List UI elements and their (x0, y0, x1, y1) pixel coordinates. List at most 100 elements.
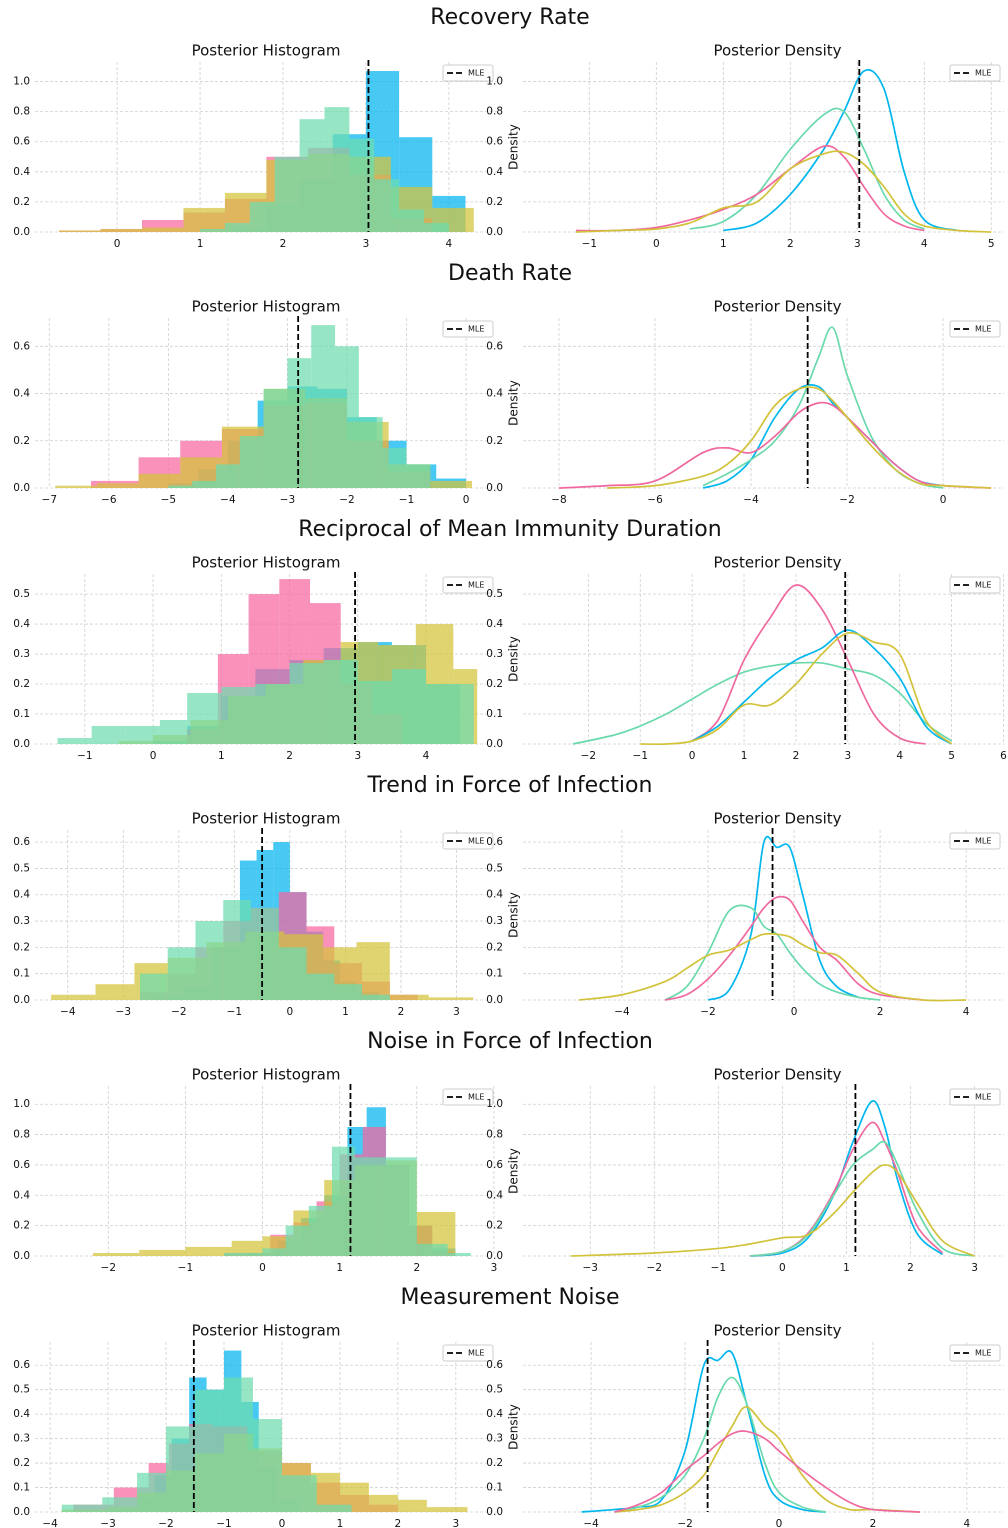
legend-label: MLE (468, 1349, 484, 1358)
legend-label: MLE (468, 837, 484, 846)
x-tick-label: −2 (581, 750, 596, 762)
density-curve (750, 1140, 975, 1257)
legend-label: MLE (468, 581, 484, 590)
x-tick-label: 3 (491, 1262, 498, 1274)
histogram-bar (159, 720, 188, 744)
y-tick-label: 0.3 (13, 648, 30, 660)
x-tick-label: 0 (689, 750, 696, 762)
panel-title: Posterior Histogram (192, 1066, 341, 1084)
x-tick-label: 0 (114, 238, 121, 250)
x-tick-label: −2 (339, 494, 354, 506)
y-tick-label: 0.6 (13, 1159, 30, 1171)
x-tick-label: 2 (877, 1006, 884, 1018)
histogram-bar (185, 1246, 232, 1256)
histogram-bar (397, 1499, 427, 1512)
x-tick-label: 2 (398, 1006, 405, 1018)
x-tick-label: 1 (197, 238, 204, 250)
y-tick-label: 0.6 (486, 836, 503, 848)
legend-box (949, 320, 1001, 338)
panel-title: Posterior Histogram (192, 554, 341, 572)
density-curve (691, 584, 926, 745)
y-tick-label: 0.0 (13, 482, 30, 494)
y-tick-label: 0.5 (486, 1384, 503, 1396)
histogram-bar (428, 997, 474, 1000)
histogram-bar (263, 388, 288, 488)
histogram-bar (183, 207, 225, 232)
legend-box (442, 832, 494, 850)
x-tick-label: 3 (971, 1262, 978, 1274)
density-curve (707, 835, 859, 1001)
density-curve (614, 1376, 827, 1513)
y-tick-label: 0.2 (13, 941, 30, 953)
histogram-bar (221, 687, 256, 744)
histogram-bar (374, 179, 400, 232)
panel: Posterior Density Density −1 0 1 2 3 4 5 0.0 0.2 0.… (486, 42, 1004, 250)
density-curve (575, 150, 992, 233)
histogram-bar (362, 994, 390, 1000)
panel: Posterior Histogram 0 1 2 3 4 0.0 0.2 0.4 0.6 0.8 1… (13, 42, 497, 250)
legend-label: MLE (975, 581, 991, 590)
x-tick-label: 1 (336, 1262, 343, 1274)
legend-label: MLE (468, 325, 484, 334)
x-tick-label: 2 (395, 1518, 402, 1528)
y-axis-label: Density (507, 1148, 521, 1194)
histogram-bar (316, 1504, 352, 1512)
histogram-bar (139, 973, 168, 1000)
histogram-bar (91, 726, 126, 744)
histogram-bar (357, 681, 392, 744)
x-tick-label: 1 (342, 1006, 349, 1018)
y-tick-label: 0.5 (13, 1384, 30, 1396)
histogram-bar (355, 1157, 379, 1256)
y-tick-label: 0.5 (486, 862, 503, 874)
x-tick-label: −5 (161, 494, 176, 506)
histogram-bar (311, 325, 336, 488)
histogram-bar (368, 1494, 398, 1512)
y-tick-label: 0.6 (486, 136, 503, 148)
x-tick-label: −6 (101, 494, 117, 506)
y-tick-label: 0.1 (13, 708, 30, 720)
y-tick-label: 0.4 (486, 388, 503, 400)
legend-box (949, 576, 1001, 594)
x-tick-label: −3 (280, 494, 295, 506)
panel: Posterior Histogram −1 0 1 2 3 4 0.0 0.1 0.2 0.3 0.… (13, 554, 497, 762)
panel-title: Posterior Density (713, 298, 841, 316)
y-tick-label: 0.4 (13, 166, 30, 178)
y-tick-label: 0.0 (13, 1250, 30, 1262)
row-title: Measurement Noise (400, 1285, 619, 1310)
histogram-bar (430, 480, 472, 488)
density-curve (578, 932, 967, 1002)
x-tick-label: −2 (677, 1518, 692, 1528)
y-tick-label: 1.0 (13, 1098, 30, 1110)
density-curve (572, 661, 953, 745)
histogram-bar (141, 227, 184, 232)
histogram-bar (167, 947, 196, 1000)
y-tick-label: 0.1 (13, 1482, 30, 1494)
y-tick-label: 0.2 (13, 1220, 30, 1232)
y-tick-label: 0.4 (486, 889, 503, 901)
y-tick-label: 0.5 (486, 588, 503, 600)
histogram-bar (324, 107, 350, 232)
x-tick-label: −2 (171, 1006, 186, 1018)
y-tick-label: 0.6 (13, 136, 30, 148)
x-tick-label: 4 (423, 750, 430, 762)
x-tick-label: 1 (843, 1262, 850, 1274)
histogram-bar (285, 1225, 309, 1256)
y-tick-label: 0.0 (486, 1250, 503, 1262)
histogram-bar (137, 1472, 167, 1512)
panel-title: Posterior Histogram (192, 298, 341, 316)
histogram-bar (252, 1419, 282, 1512)
y-tick-label: 0.2 (13, 196, 30, 208)
legend-label: MLE (468, 69, 484, 78)
histogram-bar (139, 1249, 186, 1256)
density-curve (750, 1100, 944, 1257)
x-tick-label: −4 (42, 1518, 58, 1528)
panel-title: Posterior Density (713, 554, 841, 572)
x-tick-label: 3 (363, 238, 370, 250)
panel: Posterior Density Density −8 −6 −4 −2 0 0.0 0.2 0… (486, 298, 1004, 506)
y-tick-label: 0.8 (486, 1129, 503, 1141)
legend-label: MLE (975, 1093, 991, 1102)
y-tick-label: 0.4 (13, 1408, 30, 1420)
x-tick-label: 0 (940, 494, 947, 506)
histogram-bar (200, 228, 225, 232)
